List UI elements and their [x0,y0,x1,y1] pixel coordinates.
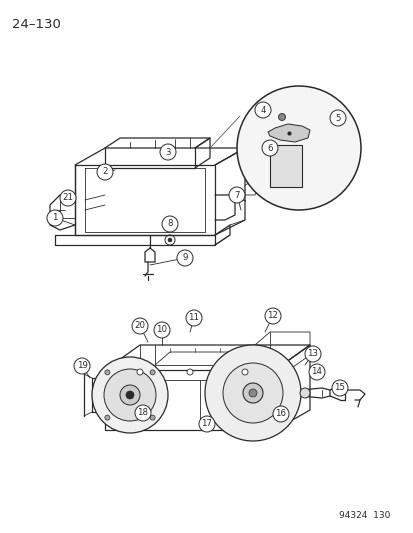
Text: 16: 16 [275,409,286,418]
Text: 20: 20 [134,321,145,330]
Text: 1: 1 [52,214,57,222]
Circle shape [204,345,300,441]
Text: 7: 7 [234,190,239,199]
Circle shape [135,405,151,421]
Circle shape [228,187,244,203]
Text: 9: 9 [182,254,187,262]
Circle shape [97,164,113,180]
Circle shape [223,363,282,423]
Circle shape [154,322,170,338]
Text: 19: 19 [76,361,87,370]
Circle shape [168,238,171,242]
Circle shape [331,380,347,396]
Text: 2: 2 [102,167,107,176]
Text: 18: 18 [137,408,148,417]
Circle shape [104,370,109,375]
Text: 14: 14 [311,367,322,376]
Circle shape [161,216,178,232]
Circle shape [254,102,271,118]
Circle shape [248,389,256,397]
Circle shape [308,364,324,380]
Circle shape [199,416,214,432]
Circle shape [104,415,109,420]
Circle shape [278,114,285,120]
Circle shape [150,415,155,420]
Circle shape [185,310,202,326]
Circle shape [272,406,288,422]
Text: 4: 4 [260,106,265,115]
Text: 94324  130: 94324 130 [338,511,389,520]
Circle shape [299,388,309,398]
Circle shape [92,357,168,433]
Circle shape [47,210,63,226]
Circle shape [304,346,320,362]
Circle shape [150,370,155,375]
Text: 24–130: 24–130 [12,18,61,31]
Text: 5: 5 [335,114,340,123]
Text: 21: 21 [62,193,74,203]
Circle shape [236,86,360,210]
Circle shape [159,144,176,160]
Circle shape [187,369,192,375]
FancyBboxPatch shape [269,145,301,187]
Text: 13: 13 [307,350,318,359]
Text: 3: 3 [165,148,170,157]
Text: 8: 8 [167,220,172,229]
Text: 11: 11 [188,313,199,322]
Circle shape [242,383,262,403]
Circle shape [120,385,140,405]
Circle shape [242,369,247,375]
Circle shape [126,391,134,399]
Text: 15: 15 [334,384,345,392]
Circle shape [261,140,277,156]
Circle shape [264,308,280,324]
Circle shape [74,358,90,374]
Text: 17: 17 [201,419,212,429]
Circle shape [137,369,142,375]
Circle shape [329,110,345,126]
Circle shape [132,318,147,334]
Text: 10: 10 [156,326,167,335]
Circle shape [177,250,192,266]
Circle shape [104,369,156,421]
Polygon shape [267,124,309,142]
Circle shape [60,190,76,206]
Text: 12: 12 [267,311,278,320]
Text: 6: 6 [267,143,272,152]
